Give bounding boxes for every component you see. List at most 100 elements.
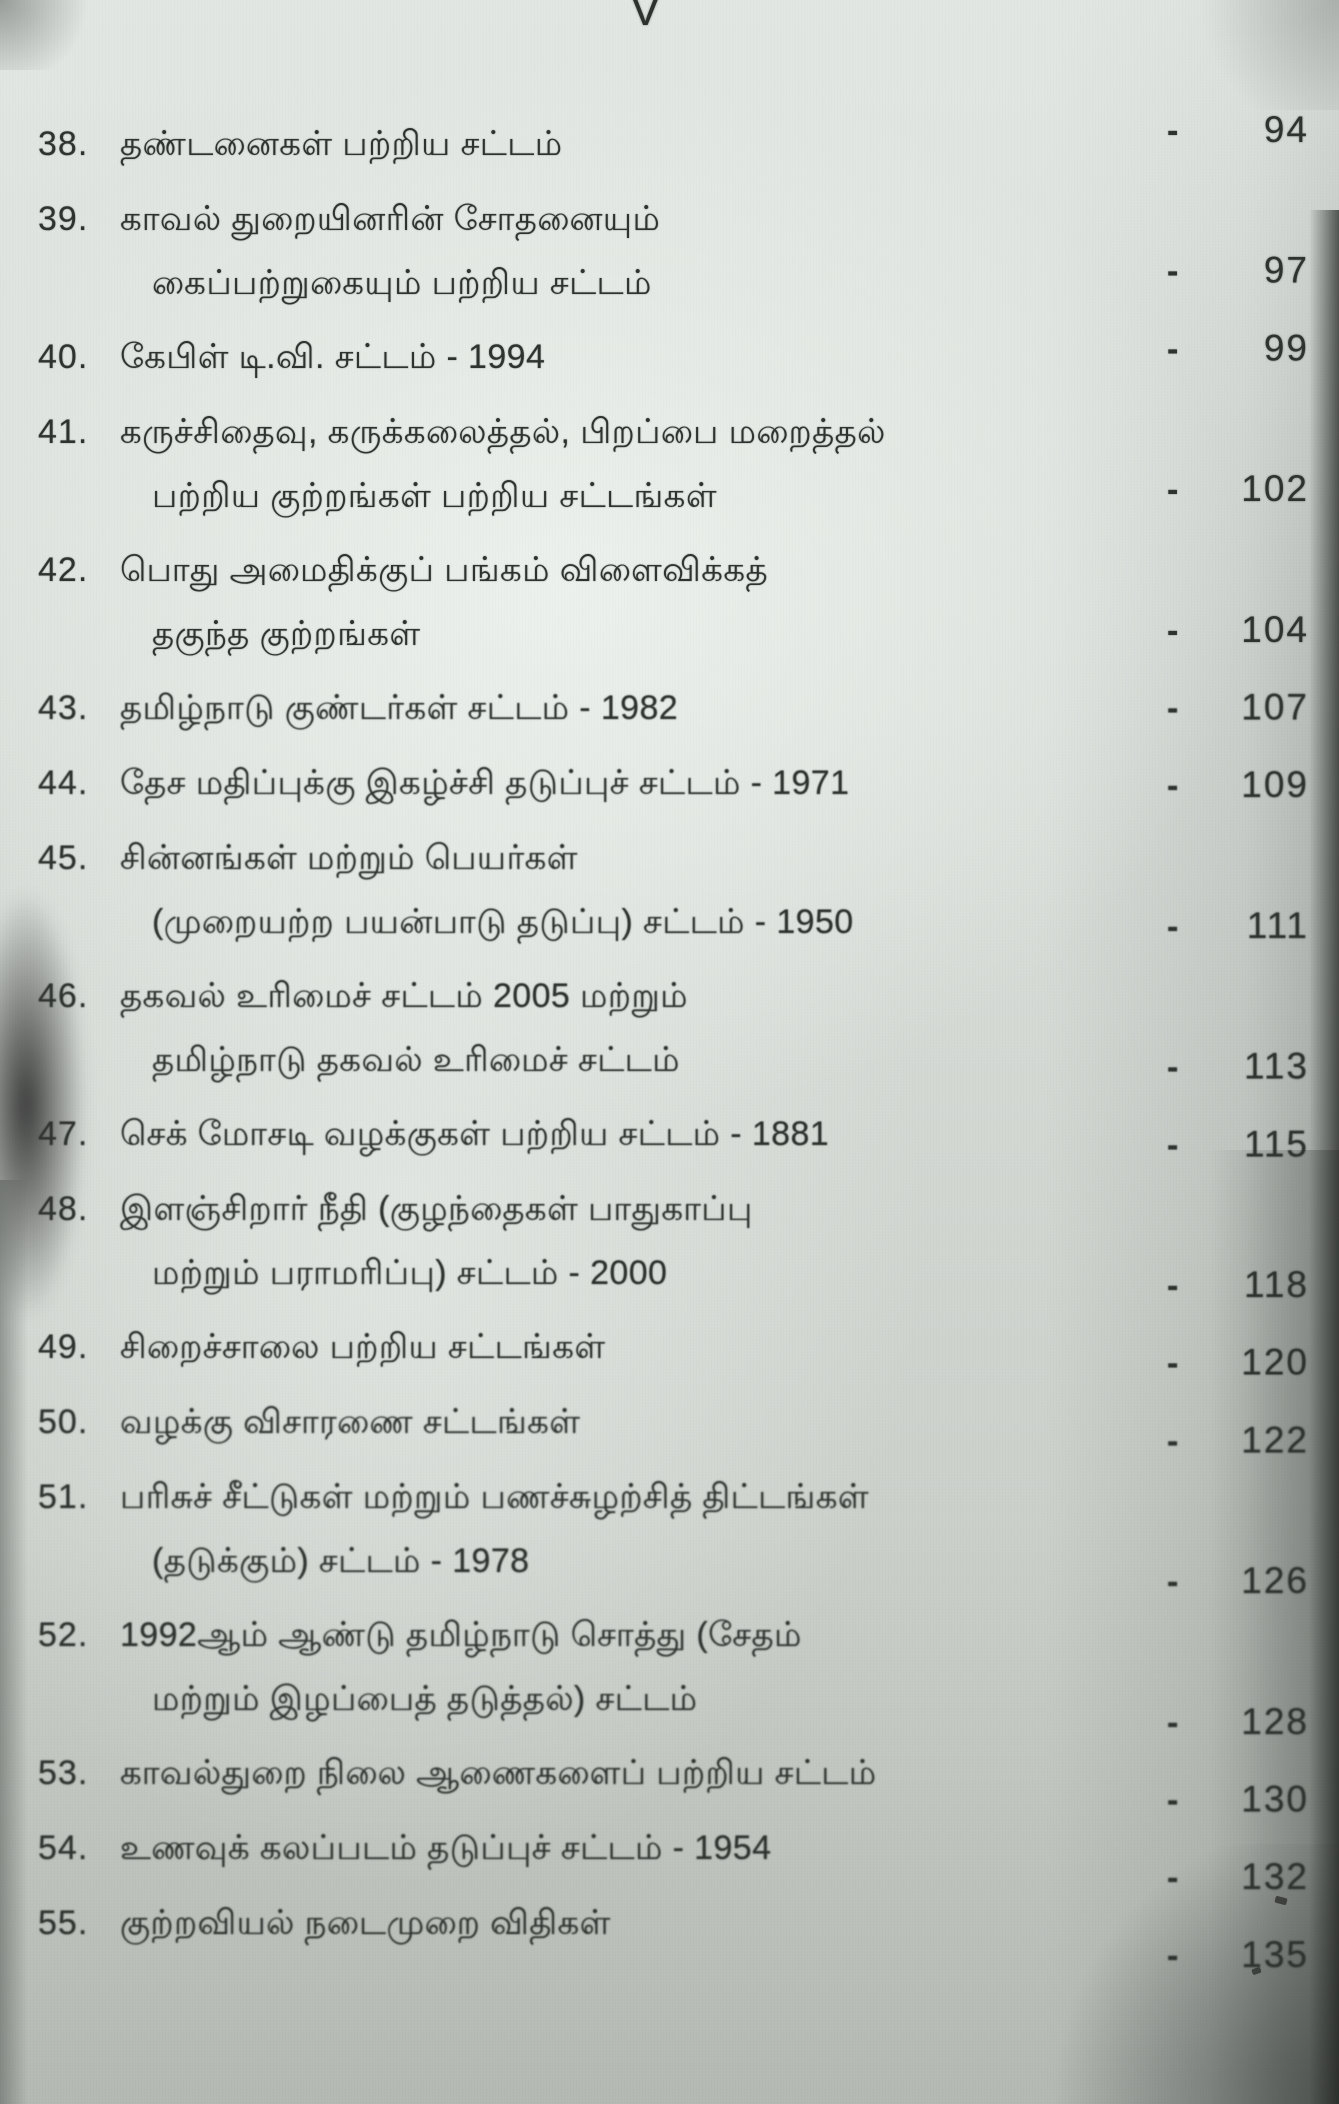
entry-title-line: பொது அமைதிக்குப் பங்கம் விளைவிக்கத் xyxy=(120,551,769,589)
entry-title-line: (முறையற்ற பயன்பாடு தடுப்பு) சட்டம் - 195… xyxy=(152,903,854,941)
entry-page-number: 104 xyxy=(1241,608,1309,650)
entry-page-ref: - 111 xyxy=(1167,894,1309,959)
entry-number: 39. xyxy=(38,200,89,238)
entry-dash: - xyxy=(1167,767,1179,806)
entry-page-number: 115 xyxy=(1244,1123,1309,1165)
entry-page-number: 118 xyxy=(1244,1264,1309,1305)
entry-dash: - xyxy=(1167,330,1179,369)
entry-page-number: 107 xyxy=(1241,686,1309,728)
entry-title: சின்னங்கள் மற்றும் பெயர்கள் (முறையற்ற பயன… xyxy=(120,826,854,954)
entry-page-ref: - 126 xyxy=(1167,1549,1309,1614)
entry-page-ref: - 109 xyxy=(1167,753,1309,818)
entry-dash: - xyxy=(1167,1048,1179,1087)
entry-page-ref: - 132 xyxy=(1167,1845,1309,1910)
shadow-corner-top-right xyxy=(1189,0,1339,110)
entry-title: சிறைச்சாலை பற்றிய சட்டங்கள் xyxy=(120,1315,605,1379)
entry-page-ref: - 94 xyxy=(1167,98,1309,163)
entry-title-line: கருச்சிதைவு, கருக்கலைத்தல், பிறப்பை மறைத… xyxy=(120,413,886,451)
shadow-corner-top-left xyxy=(0,0,95,70)
entry-title-line: குற்றவியல் நடைமுறை விதிகள் xyxy=(120,1904,611,1942)
toc-entry: 54. உணவுக் கலப்படம் தடுப்புச் சட்டம் - 19… xyxy=(38,1816,1309,1897)
entry-dash: - xyxy=(1167,1344,1179,1383)
toc-entry: 50. வழக்கு விசாரணை சட்டங்கள் - 122 xyxy=(38,1390,1309,1460)
entry-dash: - xyxy=(1167,1936,1179,1975)
entry-page-number: 102 xyxy=(1241,468,1309,510)
entry-title-line: சின்னங்கள் மற்றும் பெயர்கள் xyxy=(120,839,578,877)
entry-number: 53. xyxy=(38,1754,89,1792)
entry-title: உணவுக் கலப்படம் தடுப்புச் சட்டம் - 1954 xyxy=(120,1816,771,1880)
entry-number: 48. xyxy=(38,1190,89,1228)
entry-title-line: தகவல் உரிமைச் சட்டம் 2005 மற்றும் xyxy=(120,977,688,1015)
entry-title-line: கேபிள் டி.வி. சட்டம் - 1994 xyxy=(120,338,546,376)
entry-number: 52. xyxy=(38,1616,89,1654)
entry-page-ref: - 99 xyxy=(1167,316,1309,381)
entry-number: 46. xyxy=(38,977,89,1015)
entry-page-ref: - 97 xyxy=(1167,239,1309,304)
entry-title: குற்றவியல் நடைமுறை விதிகள் xyxy=(120,1891,611,1955)
entry-dash: - xyxy=(1167,1781,1179,1820)
toc-entry: 49. சிறைச்சாலை பற்றிய சட்டங்கள் - 120 xyxy=(38,1315,1309,1383)
entry-number: 38. xyxy=(38,125,89,163)
entry-title: செக் மோசடி வழக்குகள் பற்றிய சட்டம் - 188… xyxy=(120,1102,829,1166)
entry-dash: - xyxy=(1167,907,1179,946)
entry-title: கருச்சிதைவு, கருக்கலைத்தல், பிறப்பை மறைத… xyxy=(120,400,886,528)
toc-entry: 52. 1992ஆம் ஆண்டு தமிழ்நாடு சொத்து (சேதம்… xyxy=(38,1603,1309,1742)
entry-title-line: 1992ஆம் ஆண்டு தமிழ்நாடு சொத்து (சேதம் xyxy=(120,1616,802,1654)
entry-page-number: 111 xyxy=(1246,904,1309,946)
entry-title-line: செக் மோசடி வழக்குகள் பற்றிய சட்டம் - 188… xyxy=(120,1115,830,1153)
entry-number: 43. xyxy=(38,689,89,727)
entry-title: பொது அமைதிக்குப் பங்கம் விளைவிக்கத் தகுந்… xyxy=(120,538,768,666)
shadow-left-strip xyxy=(0,1180,28,2104)
entry-page-ref: - 128 xyxy=(1167,1690,1309,1755)
entry-title-line: மற்றும் பராமரிப்பு) சட்டம் - 2000 xyxy=(152,1254,668,1292)
entry-title: தேச மதிப்புக்கு இகழ்ச்சி தடுப்புச் சட்டம… xyxy=(120,751,849,815)
entry-title: இளஞ்சிறார் நீதி (குழந்தைகள் பாதுகாப்பு மற… xyxy=(120,1177,753,1305)
entry-page-ref: - 118 xyxy=(1167,1253,1309,1318)
toc-entry: 41. கருச்சிதைவு, கருக்கலைத்தல், பிறப்பை ம… xyxy=(38,400,1309,528)
entry-title-line: தேச மதிப்புக்கு இகழ்ச்சி தடுப்புச் சட்டம… xyxy=(120,764,850,802)
entry-page-number: 113 xyxy=(1244,1045,1309,1087)
entry-dash: - xyxy=(1167,471,1179,510)
entry-page-number: 135 xyxy=(1241,1933,1309,1975)
entry-title-line: தமிழ்நாடு தகவல் உரிமைச் சட்டம் xyxy=(152,1041,680,1079)
entry-page-number: 94 xyxy=(1263,109,1309,150)
toc-entry: 43. தமிழ்நாடு குண்டர்கள் சட்டம் - 1982 - 10… xyxy=(38,676,1309,741)
entry-number: 42. xyxy=(38,551,89,589)
entry-page-number: 128 xyxy=(1241,1700,1309,1742)
entry-page-number: 97 xyxy=(1263,249,1309,291)
entry-dash: - xyxy=(1167,611,1179,650)
entry-number: 50. xyxy=(38,1403,89,1441)
toc-entry: 55. குற்றவியல் நடைமுறை விதிகள் - 135 xyxy=(38,1891,1309,1975)
entry-title-line: காவல் துறையினரின் சோதனையும் xyxy=(120,200,661,238)
entry-page-ref: - 102 xyxy=(1167,457,1309,522)
entry-number: 54. xyxy=(38,1829,89,1867)
entry-title-line: காவல்துறை நிலை ஆணைகளைப் பற்றிய சட்டம் xyxy=(120,1754,877,1792)
entry-title-line: மற்றும் இழப்பைத் தடுத்தல்) சட்டம் xyxy=(152,1680,698,1718)
entry-dash: - xyxy=(1167,1859,1179,1898)
entry-page-ref: - 113 xyxy=(1167,1035,1309,1100)
entry-title: காவல்துறை நிலை ஆணைகளைப் பற்றிய சட்டம் xyxy=(120,1741,877,1805)
entry-title-line: இளஞ்சிறார் நீதி (குழந்தைகள் பாதுகாப்பு xyxy=(120,1190,753,1228)
toc-entry: 40. கேபிள் டி.வி. சட்டம் - 1994 - 99 xyxy=(38,325,1309,390)
entry-title-line: பரிசுச் சீட்டுகள் மற்றும் பணச்சுழற்சித் … xyxy=(120,1478,869,1516)
entry-title-line: தகுந்த குற்றங்கள் xyxy=(152,615,421,653)
entry-page-ref: - 115 xyxy=(1167,1112,1309,1177)
entry-title-line: உணவுக் கலப்படம் தடுப்புச் சட்டம் - 1954 xyxy=(120,1829,772,1867)
entry-number: 49. xyxy=(38,1328,89,1366)
entry-title-line: பற்றிய குற்றங்கள் பற்றிய சட்டங்கள் xyxy=(152,477,717,515)
entry-number: 47. xyxy=(38,1115,89,1153)
entry-page-ref: - 120 xyxy=(1167,1331,1309,1396)
entry-title-line: தண்டனைகள் பற்றிய சட்டம் xyxy=(120,125,563,163)
entry-title: தகவல் உரிமைச் சட்டம் 2005 மற்றும் தமிழ்நா… xyxy=(120,964,688,1092)
toc-entry: 39. காவல் துறையினரின் சோதனையும் கைப்பற்றுக… xyxy=(38,187,1309,315)
entry-title-line: கைப்பற்றுகையும் பற்றிய சட்டம் xyxy=(152,264,652,302)
entry-page-number: 109 xyxy=(1241,764,1309,806)
entry-title-line: (தடுக்கும்) சட்டம் - 1978 xyxy=(152,1542,530,1580)
entry-page-ref: - 122 xyxy=(1167,1408,1309,1473)
entry-page-ref: - 104 xyxy=(1167,598,1309,663)
entry-page-ref: - 135 xyxy=(1167,1923,1309,1988)
entry-title-line: வழக்கு விசாரணை சட்டங்கள் xyxy=(120,1403,581,1441)
folio-roman-numeral: V xyxy=(630,0,661,35)
entry-page-ref: - 107 xyxy=(1167,676,1309,741)
